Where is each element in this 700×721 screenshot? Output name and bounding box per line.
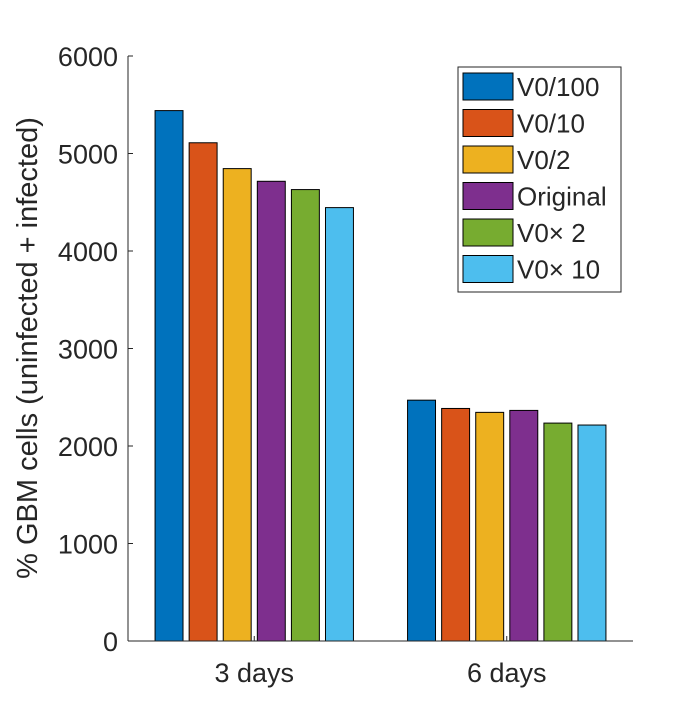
bar-0-3 [256, 180, 286, 642]
y-tick-label-6: 6000 [58, 42, 118, 72]
bar-0-2 [222, 168, 252, 642]
axes-group: 0 1000 2000 3000 4000 5000 6000 3 days 6 days [58, 42, 633, 688]
bar-1-0 [407, 399, 437, 642]
bar-0-1 [188, 142, 218, 642]
legend-swatch-0 [462, 72, 514, 101]
y-tick-label-2: 2000 [58, 432, 118, 462]
legend-label-3: Original [517, 182, 607, 212]
legend-label-5: V0× 10 [517, 255, 600, 285]
bar-1-2 [475, 411, 505, 642]
legend-swatch-2 [462, 145, 514, 174]
x-tick-label-0: 3 days [214, 658, 294, 688]
legend-swatch-1 [462, 109, 514, 137]
legend-box [457, 66, 622, 293]
y-tick-label-0: 0 [103, 627, 118, 657]
bar-1-5 [577, 424, 607, 642]
y-tick-label-1: 1000 [58, 530, 118, 560]
legend-swatch-3 [462, 182, 514, 210]
x-tick-label-1: 6 days [467, 658, 547, 688]
bar-0-5 [324, 207, 354, 642]
bar-1-1 [441, 407, 471, 642]
bar-0-4 [290, 189, 320, 642]
y-tick-label-5: 5000 [58, 140, 118, 170]
legend-label-2: V0/2 [517, 145, 571, 175]
bars-group [154, 110, 607, 642]
legend-swatch-5 [462, 255, 514, 283]
legend-label-0: V0/100 [517, 72, 599, 102]
legend-label-4: V0× 2 [517, 218, 586, 248]
bar-1-3 [509, 409, 539, 642]
y-axis-label: % GBM cells (uninfected + infected) [12, 117, 44, 579]
y-tick-label-4: 4000 [58, 237, 118, 267]
bar-1-4 [543, 422, 573, 642]
legend-label-1: V0/10 [517, 109, 585, 139]
legend-swatch-4 [462, 218, 514, 247]
bar-0-0 [154, 110, 184, 642]
legend: V0/100 V0/10 V0/2 Original V0× 2 V0× 10 [457, 66, 622, 293]
y-tick-label-3: 3000 [58, 335, 118, 365]
